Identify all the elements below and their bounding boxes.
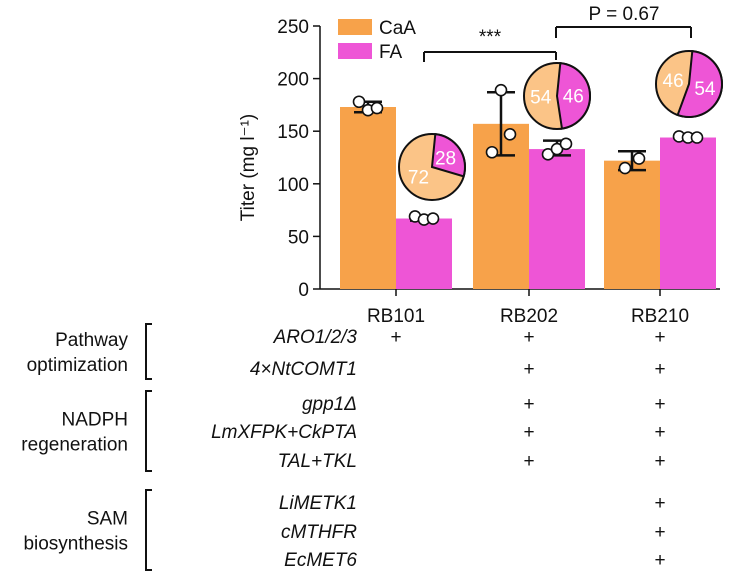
pie-fa-label: 28	[435, 148, 456, 169]
modification-mark: +	[523, 451, 534, 472]
data-point	[370, 101, 384, 115]
group-bracket	[145, 323, 152, 380]
modification-mark: +	[654, 327, 665, 348]
modification-mark: +	[654, 451, 665, 472]
group-label: Pathway	[55, 330, 128, 351]
modification-mark: +	[654, 394, 665, 415]
pie-chart-rb210: 46 54	[655, 50, 723, 118]
y-tick-label: 50	[288, 227, 309, 248]
data-point	[618, 161, 632, 175]
y-tick-label: 0	[298, 280, 309, 301]
significance-label: P = 0.67	[589, 4, 660, 25]
modification-mark: +	[654, 359, 665, 380]
bar-caa-rb101	[340, 107, 396, 289]
group-label: SAM	[87, 509, 128, 530]
y-tick-label: 100	[277, 175, 309, 196]
gene-label: LiMETK1	[279, 493, 357, 514]
pie-fa-slice	[676, 50, 723, 118]
pie-caa-label: 54	[530, 87, 552, 108]
gene-label: 4×NtCOMT1	[250, 359, 357, 380]
modification-mark: +	[390, 327, 401, 348]
gene-label: cMTHFR	[281, 522, 357, 543]
y-tick-label: 200	[277, 70, 309, 91]
modification-mark: +	[523, 359, 534, 380]
pie-chart-rb202: 54 46	[523, 62, 591, 130]
group-bracket	[145, 489, 152, 571]
pie-caa-label: 72	[408, 168, 429, 189]
group-label: regeneration	[21, 435, 128, 456]
data-point	[632, 152, 646, 165]
modification-mark: +	[654, 522, 665, 543]
modification-mark: +	[654, 422, 665, 443]
data-point	[541, 148, 555, 161]
x-tick-label: RB101	[367, 306, 425, 327]
data-point	[494, 83, 508, 97]
legend-label-caa: CaA	[379, 18, 416, 39]
gene-label: gpp1Δ	[302, 394, 357, 415]
bar-fa-rb101	[396, 218, 452, 289]
pie-fa-label: 46	[563, 87, 584, 108]
gene-label: LmXFPK+CkPTA	[211, 422, 357, 443]
group-label: optimization	[27, 355, 128, 376]
modification-mark: +	[523, 394, 534, 415]
y-tick-label: 250	[277, 17, 309, 38]
data-point	[550, 142, 564, 156]
data-point	[426, 212, 440, 225]
group-label: NADPH	[61, 410, 128, 431]
bar-fa-rb210	[660, 137, 716, 289]
data-point	[503, 128, 517, 141]
pie-fa-label: 54	[694, 79, 716, 100]
modification-mark: +	[523, 422, 534, 443]
pie-fa-slice	[430, 133, 466, 178]
pie-caa-label: 46	[663, 71, 684, 92]
gene-label: ARO1/2/3	[273, 327, 358, 348]
x-tick-label: RB210	[631, 306, 689, 327]
data-point	[559, 137, 573, 151]
bar-caa-rb210	[604, 160, 660, 289]
y-tick-label: 150	[277, 122, 309, 143]
y-axis-label: Titer (mg l⁻¹)	[238, 114, 259, 221]
group-label: biosynthesis	[23, 534, 128, 555]
gene-label: TAL+TKL	[278, 451, 357, 472]
x-tick-label: RB202	[500, 306, 558, 327]
pie-fa-slice	[555, 62, 591, 130]
legend-label-fa: FA	[379, 42, 403, 63]
group-bracket	[145, 390, 152, 472]
significance-label: ***	[479, 27, 502, 48]
legend-swatch-fa	[338, 43, 372, 59]
data-point	[352, 95, 366, 109]
modification-mark: +	[523, 327, 534, 348]
modification-mark: +	[654, 550, 665, 571]
modification-mark: +	[654, 493, 665, 514]
legend-swatch-caa	[338, 19, 372, 35]
gene-label: EcMET6	[284, 550, 357, 571]
data-point	[690, 131, 704, 144]
data-point	[485, 145, 499, 159]
bar-fa-rb202	[529, 149, 585, 289]
pie-chart-rb101: 72 28	[398, 133, 466, 201]
